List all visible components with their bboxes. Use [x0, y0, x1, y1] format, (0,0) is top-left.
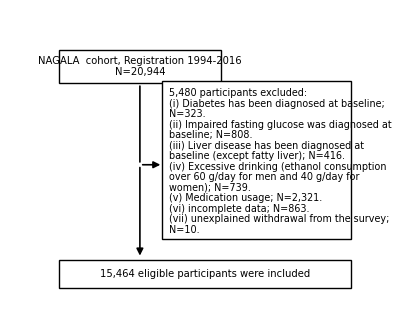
- Text: over 60 g/day for men and 40 g/day for: over 60 g/day for men and 40 g/day for: [169, 172, 360, 182]
- Text: (v) Medication usage; N=2,321.: (v) Medication usage; N=2,321.: [169, 193, 323, 203]
- Bar: [59, 50, 220, 83]
- Text: baseline; N=808.: baseline; N=808.: [169, 130, 253, 140]
- Text: (iii) Liver disease has been diagnosed at: (iii) Liver disease has been diagnosed a…: [169, 141, 364, 151]
- Bar: [162, 81, 351, 239]
- Text: 15,464 eligible participants were included: 15,464 eligible participants were includ…: [100, 269, 310, 279]
- Text: (i) Diabetes has been diagnosed at baseline;: (i) Diabetes has been diagnosed at basel…: [169, 99, 385, 109]
- Text: baseline (except fatty liver); N=416.: baseline (except fatty liver); N=416.: [169, 151, 345, 161]
- Text: (ii) Impaired fasting glucose was diagnosed at: (ii) Impaired fasting glucose was diagno…: [169, 120, 392, 130]
- Text: NAGALA  cohort, Registration 1994-2016
N=20,944: NAGALA cohort, Registration 1994-2016 N=…: [38, 56, 242, 77]
- Text: women); N=739.: women); N=739.: [169, 183, 251, 193]
- Text: (vi) incomplete data; N=863.: (vi) incomplete data; N=863.: [169, 204, 310, 214]
- Bar: [59, 260, 351, 288]
- Text: N=323.: N=323.: [169, 109, 206, 120]
- Text: (vii) unexplained withdrawal from the survey;: (vii) unexplained withdrawal from the su…: [169, 214, 390, 224]
- Text: N=10.: N=10.: [169, 225, 200, 235]
- Text: (iv) Excessive drinking (ethanol consumption: (iv) Excessive drinking (ethanol consump…: [169, 162, 387, 172]
- Text: 5,480 participants excluded:: 5,480 participants excluded:: [169, 88, 308, 98]
